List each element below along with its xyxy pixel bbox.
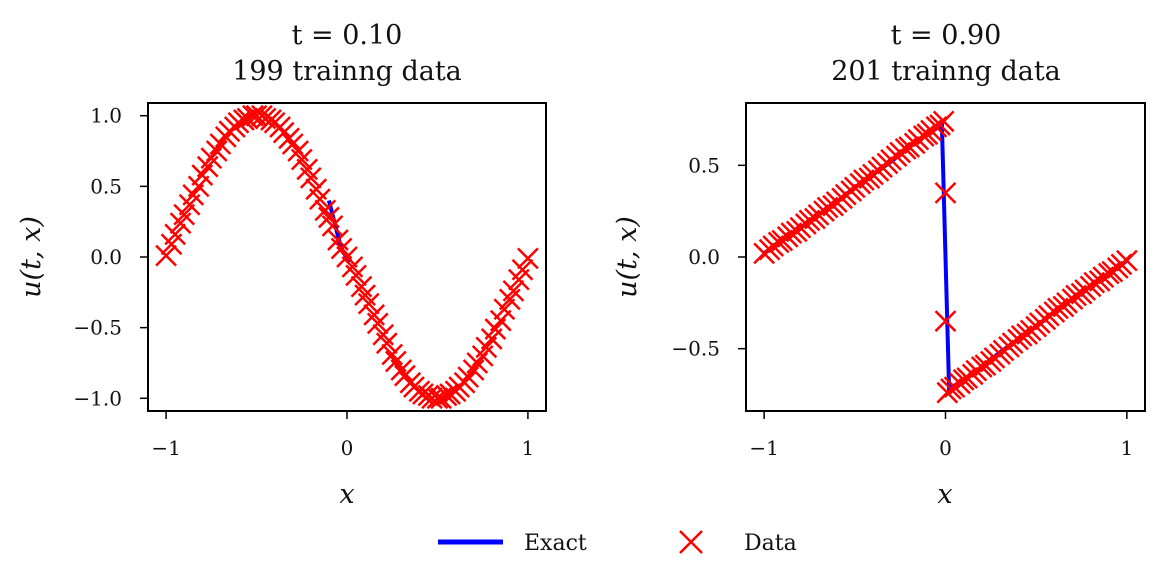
y-tick-label: 1.0: [90, 104, 122, 128]
series-line-exact: [762, 121, 1129, 393]
data-point: [278, 127, 300, 150]
legend-exact-label: Exact: [524, 531, 587, 556]
data-point: [934, 181, 957, 204]
data-point: [164, 223, 187, 246]
y-tick-label: −1.0: [73, 386, 122, 410]
y-tick-label: 0.5: [688, 153, 720, 177]
y-tick-label: −0.5: [73, 316, 122, 340]
x-tick-label: 0: [939, 436, 952, 460]
x-tick-label: −1: [151, 436, 180, 460]
data-point: [502, 280, 525, 302]
x-tick-label: −1: [749, 436, 778, 460]
x-tick-label: 0: [341, 436, 354, 460]
data-point: [354, 284, 376, 307]
data-point: [366, 312, 389, 335]
subplot-title-line2: 199 trainng data: [232, 56, 462, 87]
data-point: [390, 359, 413, 381]
data-point: [341, 256, 364, 278]
y-axis-label: u(t, x): [612, 216, 643, 298]
x-axis-label: x: [339, 479, 354, 510]
subplot-title-line2: 201 trainng data: [831, 56, 1061, 87]
y-tick-label: 0.0: [90, 245, 122, 269]
y-tick-label: −0.5: [671, 337, 720, 361]
data-point: [1110, 253, 1133, 276]
data-point: [205, 140, 228, 162]
x-tick-label: 1: [1120, 436, 1133, 460]
data-point: [296, 158, 319, 181]
x-axis-label: x: [937, 479, 952, 510]
subplot-t-0-10: t = 0.10 199 trainng data −1 0 1 −1.0 −0.5 0.…: [16, 20, 547, 510]
subplot-title-line1: t = 0.10: [292, 20, 403, 51]
data-point: [439, 383, 462, 405]
y-tick-label: 0.0: [688, 245, 720, 269]
data-point: [381, 343, 404, 366]
data-point: [287, 140, 310, 162]
data-point: [314, 199, 337, 222]
data-point: [934, 310, 957, 333]
data-point: [1115, 249, 1138, 272]
data-point: [173, 203, 196, 226]
data-point: [932, 110, 955, 133]
data-point: [345, 264, 367, 287]
data-point: [336, 246, 358, 268]
data-point: [308, 188, 331, 210]
data-point: [498, 288, 521, 311]
data-point: [375, 332, 398, 355]
subplot-t-0-90: t = 0.90 201 trainng data −1 0 1 −0.5 0.0 0.5…: [612, 20, 1146, 510]
data-point: [155, 244, 177, 267]
data-point: [318, 206, 340, 229]
legend-data-label: Data: [744, 531, 797, 556]
y-axis-label: u(t, x): [16, 216, 47, 298]
data-point: [290, 148, 313, 171]
data-point: [299, 166, 322, 189]
data-point: [462, 359, 485, 381]
legend: Exact Data: [438, 530, 797, 556]
plot-area: [155, 104, 539, 410]
data-point: [242, 104, 264, 127]
plot-area: [753, 110, 1138, 404]
tick-group: −1 0 1 −0.5 0.0 0.5: [671, 153, 1133, 460]
y-tick-label: 0.5: [90, 174, 122, 198]
data-point: [517, 247, 539, 270]
legend-data-swatch: [679, 530, 703, 554]
data-point: [357, 292, 380, 315]
data-point: [493, 298, 516, 321]
data-point: [321, 215, 344, 237]
tick-group: −1 0 1 −1.0 −0.5 0.0 0.5 1.0: [73, 104, 534, 460]
data-point: [453, 371, 476, 394]
subplot-title-line1: t = 0.90: [891, 20, 1002, 51]
x-tick-label: 1: [522, 436, 535, 460]
data-point: [269, 116, 291, 138]
data-point: [511, 258, 534, 281]
